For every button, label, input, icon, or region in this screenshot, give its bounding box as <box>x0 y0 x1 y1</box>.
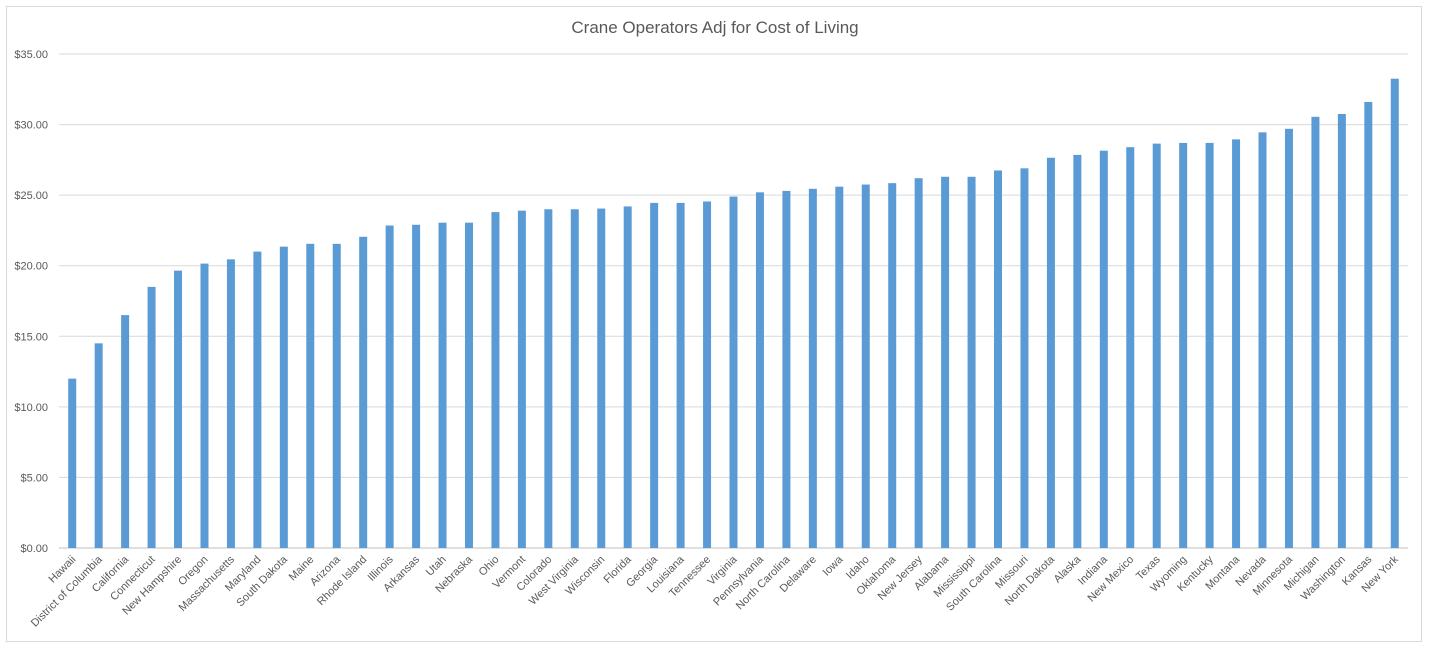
bars <box>68 78 1399 549</box>
bar <box>1073 154 1082 548</box>
bar <box>703 201 712 548</box>
bar <box>808 188 817 548</box>
y-tick-label: $20.00 <box>14 261 48 273</box>
y-tick-label: $30.00 <box>14 120 48 132</box>
bar <box>200 263 209 548</box>
y-tick-label: $15.00 <box>14 331 48 343</box>
bar <box>1046 157 1055 549</box>
bar <box>1099 150 1108 548</box>
bar <box>279 246 288 548</box>
bar <box>68 378 77 548</box>
bar <box>332 243 341 548</box>
x-category-label: Iowa <box>820 553 846 579</box>
bar <box>174 270 183 548</box>
bar <box>570 209 579 548</box>
bar <box>1232 139 1241 549</box>
bar <box>861 184 870 549</box>
bar <box>1364 101 1373 548</box>
bar <box>306 243 315 548</box>
bar <box>544 209 553 548</box>
bar <box>755 192 764 548</box>
bar <box>412 224 421 549</box>
bar <box>1152 143 1161 548</box>
bar <box>729 196 738 548</box>
bar <box>1390 78 1399 548</box>
bar <box>650 202 659 549</box>
bar <box>1126 147 1135 548</box>
bar <box>1179 142 1188 549</box>
bar <box>967 176 976 548</box>
bar <box>1337 113 1346 548</box>
bar <box>253 251 262 548</box>
chart-title: Crane Operators Adj for Cost of Living <box>571 18 858 37</box>
y-axis-ticks: $0.00 $5.00 $10.00 $15.00 $20.00 $25.00 $30.00… <box>14 49 48 555</box>
bar <box>94 343 103 548</box>
bar <box>438 222 447 548</box>
bar <box>941 176 950 548</box>
bar <box>994 170 1003 548</box>
bar <box>914 178 923 548</box>
bar <box>676 202 685 549</box>
bar <box>359 236 368 548</box>
bar <box>121 315 130 548</box>
bar <box>623 206 632 549</box>
bar <box>464 222 473 548</box>
bar <box>491 212 500 548</box>
bar <box>1284 128 1293 548</box>
bar <box>226 259 235 548</box>
bar <box>517 210 526 548</box>
y-tick-label: $10.00 <box>14 402 48 414</box>
y-tick-label: $0.00 <box>20 543 48 555</box>
bar <box>1311 116 1320 549</box>
bar <box>1205 142 1214 549</box>
bar <box>1258 132 1267 548</box>
bar <box>888 183 897 548</box>
bar <box>782 190 791 548</box>
bar <box>147 286 156 548</box>
bar <box>597 208 606 548</box>
y-tick-label: $5.00 <box>20 472 48 484</box>
y-tick-label: $35.00 <box>14 49 48 61</box>
y-tick-label: $25.00 <box>14 190 48 202</box>
bar <box>835 186 844 548</box>
bar <box>1020 168 1029 548</box>
bar <box>385 225 394 548</box>
